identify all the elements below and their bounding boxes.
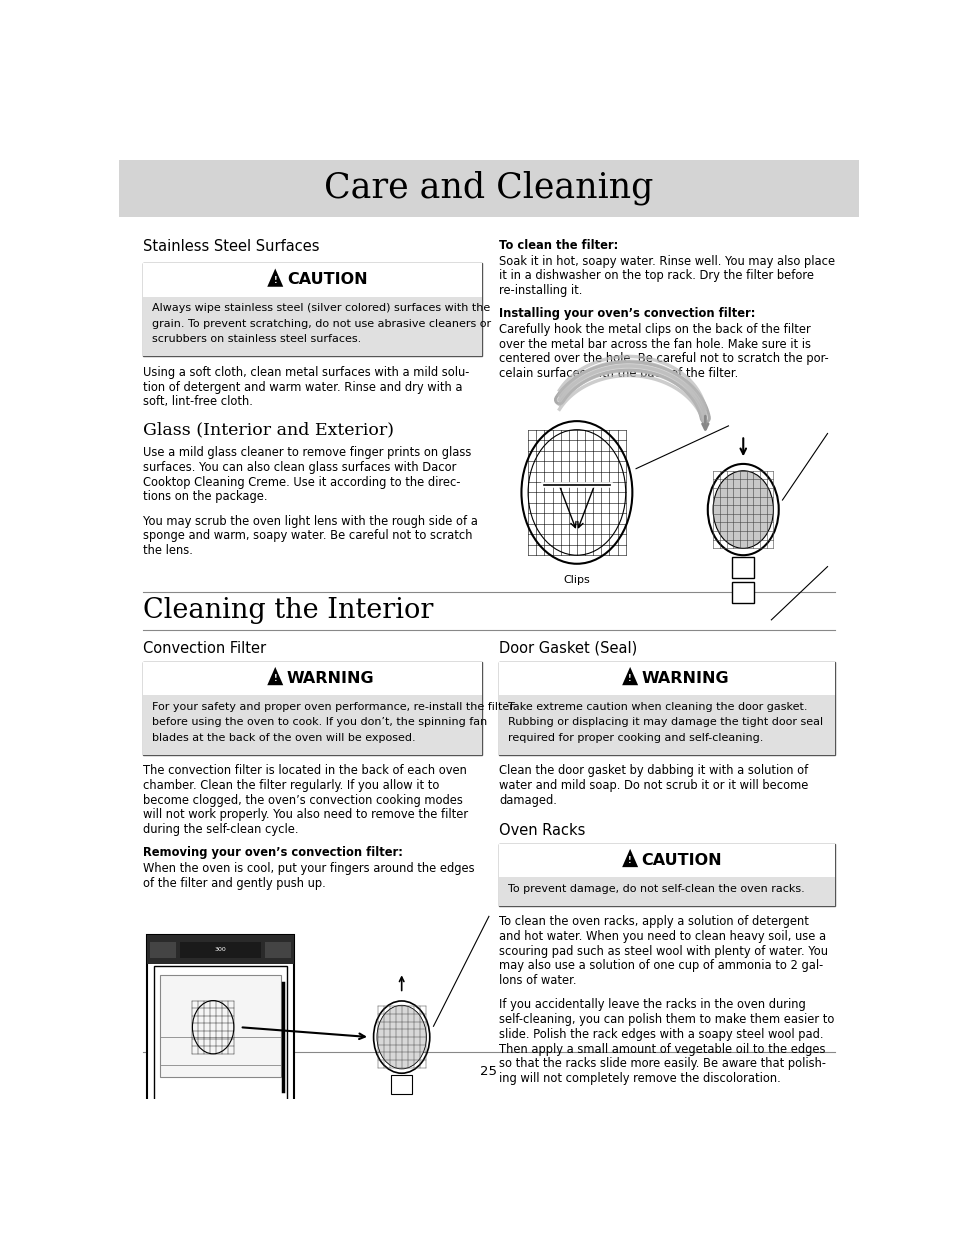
Polygon shape: [621, 848, 638, 867]
Text: tions on the package.: tions on the package.: [143, 490, 267, 504]
Text: water and mild soap. Do not scrub it or it will become: water and mild soap. Do not scrub it or …: [498, 779, 808, 792]
Text: The convection filter is located in the back of each oven: The convection filter is located in the …: [143, 764, 466, 777]
Text: re-installing it.: re-installing it.: [498, 284, 582, 298]
Text: !: !: [628, 856, 631, 866]
FancyBboxPatch shape: [498, 662, 834, 755]
Text: become clogged, the oven’s convection cooking modes: become clogged, the oven’s convection co…: [143, 794, 462, 806]
FancyBboxPatch shape: [498, 844, 834, 877]
Text: Care and Cleaning: Care and Cleaning: [324, 170, 653, 205]
Text: CAUTION: CAUTION: [641, 853, 721, 868]
FancyBboxPatch shape: [153, 966, 287, 1107]
Text: surfaces. You can also clean glass surfaces with Dacor: surfaces. You can also clean glass surfa…: [143, 461, 456, 474]
Text: grain. To prevent scratching, do not use abrasive cleaners or: grain. To prevent scratching, do not use…: [152, 319, 491, 329]
Text: CAUTION: CAUTION: [287, 273, 367, 288]
Text: !: !: [274, 674, 276, 683]
FancyBboxPatch shape: [391, 1100, 412, 1119]
Text: Carefully hook the metal clips on the back of the filter: Carefully hook the metal clips on the ba…: [498, 322, 810, 336]
FancyBboxPatch shape: [498, 877, 834, 905]
Text: !: !: [274, 275, 276, 285]
Text: Glass (Interior and Exterior): Glass (Interior and Exterior): [143, 421, 394, 438]
Text: celain surfaces with the back of the filter.: celain surfaces with the back of the fil…: [498, 367, 738, 380]
FancyBboxPatch shape: [160, 976, 281, 1077]
Text: over the metal bar across the fan hole. Make sure it is: over the metal bar across the fan hole. …: [498, 337, 810, 351]
Text: Installing your oven’s convection filter:: Installing your oven’s convection filter…: [498, 306, 755, 320]
Text: soft, lint-free cloth.: soft, lint-free cloth.: [143, 395, 253, 409]
FancyBboxPatch shape: [151, 942, 176, 957]
Text: Clean the door gasket by dabbing it with a solution of: Clean the door gasket by dabbing it with…: [498, 764, 808, 777]
Text: self-cleaning, you can polish them to make them easier to: self-cleaning, you can polish them to ma…: [498, 1013, 834, 1026]
Polygon shape: [267, 268, 283, 287]
Text: the lens.: the lens.: [143, 545, 193, 557]
FancyBboxPatch shape: [265, 942, 291, 957]
Text: Door Gasket (Seal): Door Gasket (Seal): [498, 641, 637, 656]
FancyBboxPatch shape: [143, 263, 481, 296]
FancyBboxPatch shape: [498, 695, 834, 755]
Text: If you accidentally leave the racks in the oven during: If you accidentally leave the racks in t…: [498, 998, 805, 1011]
FancyBboxPatch shape: [143, 695, 481, 755]
FancyBboxPatch shape: [147, 935, 294, 1115]
Text: sponge and warm, soapy water. Be careful not to scratch: sponge and warm, soapy water. Be careful…: [143, 530, 472, 542]
FancyBboxPatch shape: [143, 662, 481, 755]
FancyBboxPatch shape: [143, 662, 481, 695]
FancyBboxPatch shape: [143, 263, 481, 356]
Text: To clean the filter:: To clean the filter:: [498, 238, 618, 252]
FancyBboxPatch shape: [498, 662, 834, 695]
FancyBboxPatch shape: [147, 935, 294, 965]
Circle shape: [376, 1005, 426, 1068]
Text: To prevent damage, do not self-clean the oven racks.: To prevent damage, do not self-clean the…: [508, 883, 804, 894]
Text: Then apply a small amount of vegetable oil to the edges: Then apply a small amount of vegetable o…: [498, 1042, 825, 1056]
FancyBboxPatch shape: [391, 1076, 412, 1094]
Text: may also use a solution of one cup of ammonia to 2 gal-: may also use a solution of one cup of am…: [498, 960, 822, 972]
Text: lons of water.: lons of water.: [498, 974, 577, 987]
Text: Rubbing or displacing it may damage the tight door seal: Rubbing or displacing it may damage the …: [508, 718, 822, 727]
Text: WARNING: WARNING: [287, 671, 374, 685]
Text: Using a soft cloth, clean metal surfaces with a mild solu-: Using a soft cloth, clean metal surfaces…: [143, 366, 469, 379]
Text: before using the oven to cook. If you don’t, the spinning fan: before using the oven to cook. If you do…: [152, 718, 487, 727]
Text: Soak it in hot, soapy water. Rinse well. You may also place: Soak it in hot, soapy water. Rinse well.…: [498, 254, 835, 268]
Text: scrubbers on stainless steel surfaces.: scrubbers on stainless steel surfaces.: [152, 335, 360, 345]
Text: ing will not completely remove the discoloration.: ing will not completely remove the disco…: [498, 1072, 781, 1086]
Text: Cooktop Cleaning Creme. Use it according to the direc-: Cooktop Cleaning Creme. Use it according…: [143, 475, 460, 489]
Text: Convection Filter: Convection Filter: [143, 641, 266, 656]
Text: Use a mild glass cleaner to remove finger prints on glass: Use a mild glass cleaner to remove finge…: [143, 446, 471, 459]
Text: Stainless Steel Surfaces: Stainless Steel Surfaces: [143, 238, 319, 253]
FancyBboxPatch shape: [180, 942, 261, 957]
FancyBboxPatch shape: [119, 159, 858, 216]
FancyBboxPatch shape: [731, 582, 754, 603]
Circle shape: [712, 471, 773, 548]
Text: centered over the hole. Be careful not to scratch the por-: centered over the hole. Be careful not t…: [498, 352, 828, 366]
Text: it in a dishwasher on the top rack. Dry the filter before: it in a dishwasher on the top rack. Dry …: [498, 269, 814, 283]
Text: and hot water. When you need to clean heavy soil, use a: and hot water. When you need to clean he…: [498, 930, 825, 944]
Text: slide. Polish the rack edges with a soapy steel wool pad.: slide. Polish the rack edges with a soap…: [498, 1028, 822, 1041]
FancyBboxPatch shape: [498, 844, 834, 905]
Text: so that the racks slide more easily. Be aware that polish-: so that the racks slide more easily. Be …: [498, 1057, 825, 1071]
FancyBboxPatch shape: [731, 557, 754, 578]
Text: chamber. Clean the filter regularly. If you allow it to: chamber. Clean the filter regularly. If …: [143, 779, 438, 792]
Text: Take extreme caution when cleaning the door gasket.: Take extreme caution when cleaning the d…: [508, 701, 807, 711]
Polygon shape: [267, 667, 283, 685]
Text: Cleaning the Interior: Cleaning the Interior: [143, 597, 433, 624]
FancyBboxPatch shape: [143, 296, 481, 356]
Text: For your safety and proper oven performance, re-install the filter: For your safety and proper oven performa…: [152, 701, 513, 711]
Text: 25: 25: [480, 1065, 497, 1078]
Text: will not work properly. You also need to remove the filter: will not work properly. You also need to…: [143, 809, 468, 821]
Text: during the self-clean cycle.: during the self-clean cycle.: [143, 824, 298, 836]
Text: !: !: [628, 674, 631, 683]
Text: Clips: Clips: [563, 576, 590, 585]
Text: damaged.: damaged.: [498, 794, 557, 806]
Text: To clean the oven racks, apply a solution of detergent: To clean the oven racks, apply a solutio…: [498, 915, 808, 929]
Text: of the filter and gently push up.: of the filter and gently push up.: [143, 877, 325, 889]
Polygon shape: [621, 667, 638, 685]
Text: WARNING: WARNING: [641, 671, 728, 685]
Text: Oven Racks: Oven Racks: [498, 823, 585, 837]
Text: Removing your oven’s convection filter:: Removing your oven’s convection filter:: [143, 846, 402, 858]
Text: scouring pad such as steel wool with plenty of water. You: scouring pad such as steel wool with ple…: [498, 945, 827, 957]
Text: required for proper cooking and self-cleaning.: required for proper cooking and self-cle…: [508, 732, 762, 742]
Text: You may scrub the oven light lens with the rough side of a: You may scrub the oven light lens with t…: [143, 515, 477, 527]
Text: tion of detergent and warm water. Rinse and dry with a: tion of detergent and warm water. Rinse …: [143, 380, 462, 394]
Text: When the oven is cool, put your fingers around the edges: When the oven is cool, put your fingers …: [143, 862, 474, 874]
Text: 300: 300: [214, 947, 226, 952]
Text: blades at the back of the oven will be exposed.: blades at the back of the oven will be e…: [152, 732, 415, 742]
Text: Always wipe stainless steel (silver colored) surfaces with the: Always wipe stainless steel (silver colo…: [152, 304, 490, 314]
